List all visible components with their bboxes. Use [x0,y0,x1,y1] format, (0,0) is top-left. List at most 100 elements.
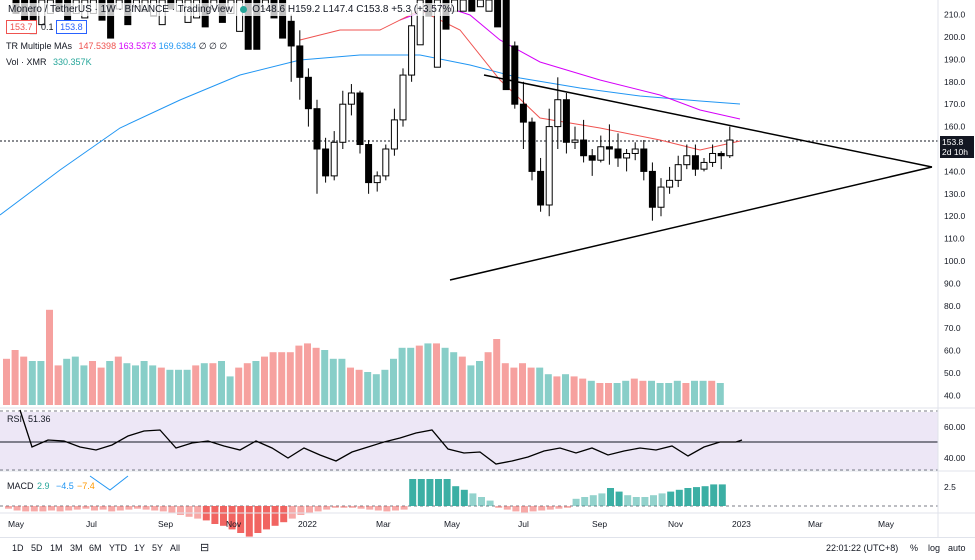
range-6m-button[interactable]: 6M [89,543,102,553]
candle-body [545,126,553,206]
volume-bar [467,365,475,405]
macd-bar [572,498,580,506]
volume-bar [673,380,681,405]
price-tick-label: 60.0 [944,346,961,356]
candle-body [339,103,347,143]
macd-bar [452,486,460,506]
candle-body [494,0,502,28]
volume-bar [80,365,88,405]
bid-price-button[interactable]: 153.7 [6,20,37,34]
macd-bar [314,506,322,512]
macd-bar [91,506,98,511]
macd-signal-value: −4.5 [56,481,74,491]
macd-line [89,475,129,491]
macd-bar [349,506,356,508]
volume-bar [235,367,243,405]
symbol-title[interactable]: Monero / TetherUS · 1W · BINANCE · Tradi… [8,4,233,15]
range-1d-button[interactable]: 1D [12,543,24,553]
volume-bar [648,380,655,405]
time-axis-label: 2023 [732,519,751,529]
range-3m-button[interactable]: 3M [70,543,83,553]
time-axis-label: Jul [86,519,97,529]
macd-bar [125,506,133,510]
range-5d-button[interactable]: 5D [31,543,43,553]
percent-scale-button[interactable]: % [910,543,919,553]
candle-body [468,0,476,12]
candle-body [244,0,252,50]
volume-bar [286,352,294,405]
bar-countdown: 2d 10h [942,147,968,157]
ma-long-line [0,54,741,216]
date-range-icon[interactable]: ⊟ [200,542,210,554]
macd-tick-label: 2.5 [944,482,956,492]
candle-body [554,99,562,128]
price-tick-label: 210.0 [944,10,966,20]
log-scale-button[interactable]: log [928,543,941,553]
ma-legend[interactable]: TR Multiple MAs 147.5398 163.5373 169.63… [6,41,227,52]
ma2-value: 163.5373 [118,41,157,51]
macd-bar [658,493,666,506]
volume-bar [28,361,36,405]
volume-bar [321,350,329,405]
macd-bar [288,506,296,519]
macd-bar [400,506,408,510]
macd-hist-value: −7.4 [77,481,95,491]
volume-bar [89,361,96,405]
volume-bar [407,347,415,405]
range-ytd-button[interactable]: YTD [109,543,127,553]
candle-body [304,76,312,110]
ma-indicator-label: TR Multiple MAs [6,41,73,51]
macd-bar [82,506,90,509]
macd-value: 2.9 [37,481,50,491]
candle-body [657,186,665,208]
volume-bar [243,363,251,405]
macd-bar [108,506,116,512]
macd-bar [297,506,305,515]
macd-bar [478,497,485,506]
range-1y-button[interactable]: 1Y [134,543,146,553]
chart-header: Monero / TetherUS · 1W · BINANCE · Tradi… [6,3,457,16]
volume-bar [372,374,380,405]
volume-bar [140,361,148,405]
macd-bar [116,506,124,511]
candle-body [726,139,734,157]
range-all-button[interactable]: All [170,543,181,553]
range-5y-button[interactable]: 5Y [152,543,164,553]
volume-bar [312,347,320,405]
volume-legend[interactable]: Vol · XMR 330.357K [6,57,92,67]
ask-price-button[interactable]: 153.8 [56,20,87,34]
volume-bar [106,361,114,405]
price-tick-label: 190.0 [944,54,966,64]
candle-body [365,144,373,184]
candle-body [717,152,725,157]
macd-bar [134,506,141,509]
price-tick-label: 50.0 [944,368,961,378]
macd-bar [194,506,202,519]
price-tick-label: 180.0 [944,77,966,87]
macd-bar [667,491,675,506]
volume-bar [3,358,10,405]
volume-bar [665,383,673,405]
volume-bar [501,363,509,405]
candle-body [640,148,648,172]
candle-body [614,148,622,159]
volume-bar [622,380,630,405]
price-tick-label: 170.0 [944,99,966,109]
price-tick-label: 120.0 [944,211,966,221]
time-axis-label: May [8,519,25,529]
spread-value: 0.1 [41,22,54,32]
macd-label: MACD [7,481,34,491]
rsi-value: 51.36 [28,414,51,424]
candle-body [605,146,613,150]
macd-bar [581,497,589,506]
candle-body [691,155,699,170]
time-axis-label: Mar [808,519,823,529]
candle-body [330,141,338,177]
volume-bar [166,369,174,405]
range-1m-button[interactable]: 1M [50,543,63,553]
auto-scale-button[interactable]: auto [948,543,966,553]
macd-bar [701,486,709,506]
macd-bar [546,506,554,510]
macd-bar [142,506,150,510]
